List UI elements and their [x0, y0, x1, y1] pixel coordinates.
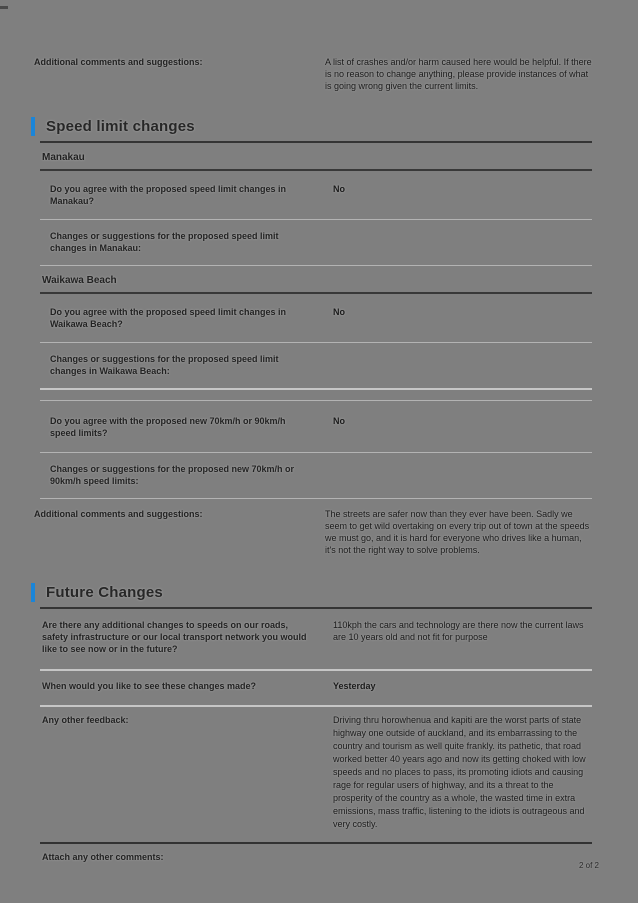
question-label: Any other feedback:: [42, 715, 129, 725]
question-row-agree-limits: Do you agree with the proposed new 70km/…: [40, 401, 592, 453]
question-row-when-changes: When would you like to see these changes…: [40, 671, 592, 707]
section-title-rule: [40, 141, 592, 143]
question-label: Changes or suggestions for the proposed …: [50, 354, 279, 376]
question-label: Do you agree with the proposed speed lim…: [50, 307, 287, 329]
subheading-waikawa-beach: Waikawa Beach: [40, 266, 592, 294]
section-title: Future Changes: [46, 583, 163, 601]
subheading-manakau: Manakau: [40, 143, 592, 171]
question-label: Attach any other comments:: [42, 852, 164, 862]
question-label: Do you agree with the proposed speed lim…: [50, 184, 287, 206]
question-row-changes-waikawa: Changes or suggestions for the proposed …: [40, 343, 592, 390]
question-row-agree-waikawa: Do you agree with the proposed speed lim…: [40, 294, 592, 343]
section-accent-bar: [31, 583, 35, 602]
answer-text: No: [333, 307, 345, 317]
answer-text: No: [333, 416, 345, 426]
question-label: Additional comments and suggestions:: [34, 57, 203, 67]
page-number: 2 of 2: [578, 861, 599, 870]
section-speed-limit-changes: Speed limit changes: [31, 117, 592, 143]
question-row-agree-manakau: Do you agree with the proposed speed lim…: [40, 171, 592, 220]
question-row-other-feedback: Any other feedback: Driving thru horowhe…: [40, 707, 592, 844]
section-title-rule: [40, 607, 592, 609]
answer-text: The streets are safer now than they ever…: [325, 509, 590, 555]
page-corner-mark: [0, 6, 8, 9]
answer-text: Driving thru horowhenua and kapiti are t…: [333, 715, 586, 829]
question-row-changes-limits: Changes or suggestions for the proposed …: [40, 453, 592, 499]
answer-text: 110kph the cars and technology are there…: [333, 620, 584, 642]
question-label: Changes or suggestions for the proposed …: [50, 231, 279, 253]
question-label: Additional comments and suggestions:: [34, 509, 203, 519]
answer-text: A list of crashes and/or harm caused her…: [325, 57, 592, 91]
question-row-changes-manakau: Changes or suggestions for the proposed …: [40, 220, 592, 266]
page-content: Additional comments and suggestions: A l…: [31, 0, 592, 863]
question-label: Do you agree with the proposed new 70km/…: [50, 416, 286, 438]
question-label: Changes or suggestions for the proposed …: [50, 464, 295, 486]
speed-limit-table: Manakau Do you agree with the proposed s…: [40, 143, 592, 499]
question-label: When would you like to see these changes…: [42, 681, 257, 691]
section-accent-bar: [31, 117, 35, 136]
answer-text: Yesterday: [333, 681, 376, 691]
question-row-additional-comments-speed: Additional comments and suggestions: The…: [32, 499, 592, 556]
question-row-future-additional: Are there any additional changes to spee…: [40, 609, 592, 671]
section-future-changes: Future Changes: [31, 583, 592, 609]
section-title: Speed limit changes: [46, 117, 195, 135]
question-label: Are there any additional changes to spee…: [42, 620, 307, 654]
answer-text: No: [333, 184, 345, 194]
future-changes-table: Are there any additional changes to spee…: [40, 609, 592, 863]
table-divider: [40, 400, 592, 401]
question-row-additional-comments-top: Additional comments and suggestions: A l…: [32, 56, 592, 92]
question-row-attach-comments: Attach any other comments:: [40, 844, 592, 863]
